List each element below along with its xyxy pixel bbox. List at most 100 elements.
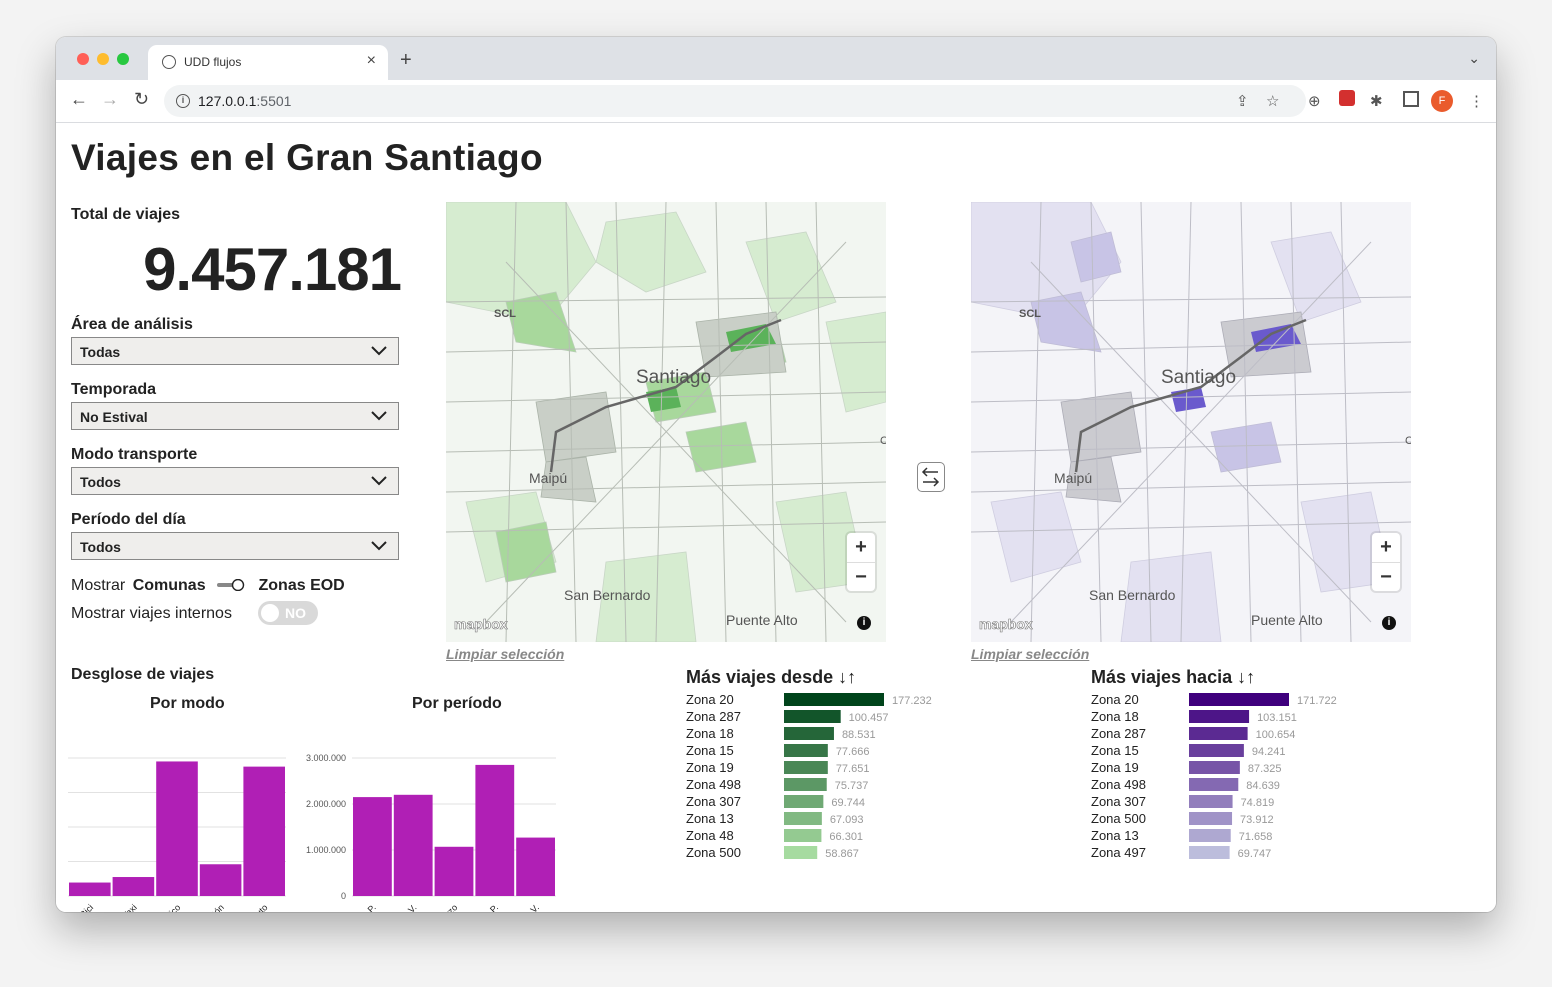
rank-value-label: 87.325 <box>1248 763 1282 775</box>
zoom-in-button[interactable]: + <box>1372 533 1400 563</box>
rank-bar <box>1189 744 1244 757</box>
rank-zone-label: Zona 13 <box>686 811 734 826</box>
rank-zone-label: Zona 307 <box>686 794 741 809</box>
bar <box>199 864 242 896</box>
minimize-window-button[interactable] <box>97 53 109 65</box>
mode-select[interactable]: Todos <box>71 467 399 495</box>
mapbox-logo[interactable]: mapbox <box>454 616 508 633</box>
map-label-maipu: Maipú <box>1054 470 1093 486</box>
destination-map-canvas[interactable] <box>971 202 1411 642</box>
browser-tab[interactable]: UDD flujos × <box>148 45 388 80</box>
rank-zone-label: Zona 498 <box>1091 777 1146 792</box>
internal-trips-switch[interactable]: NO <box>258 601 318 625</box>
by-period-chart: 0 1.000.000 2.000.000 3.000.000 Tarde P. Tard… <box>306 753 556 912</box>
rank-value-label: 58.867 <box>825 848 859 860</box>
rank-value-label: 66.301 <box>829 831 863 843</box>
rank-zone-label: Zona 287 <box>1091 726 1146 741</box>
origin-map[interactable]: SCL Santiago Maipú San Bernardo Puente A… <box>446 202 886 642</box>
rank-zone-label: Zona 307 <box>1091 794 1146 809</box>
bookmark-star-icon[interactable]: ☆ <box>1266 93 1280 110</box>
forward-arrow-icon[interactable]: → <box>101 89 119 109</box>
season-select[interactable]: No Estival <box>71 402 399 430</box>
show-zonas-label: Zonas EOD <box>258 577 345 594</box>
internal-trips-label: Mostrar viajes internos <box>71 605 232 622</box>
close-tab-icon[interactable]: × <box>366 52 376 69</box>
breakdown-title: Desglose de viajes <box>71 666 215 683</box>
site-info-icon[interactable]: i <box>176 94 190 108</box>
rank-value-label: 103.151 <box>1257 712 1297 724</box>
tab-search-chevron-icon[interactable]: ⌄ <box>1468 50 1480 66</box>
tab-strip: UDD flujos × + ⌄ <box>56 37 1496 80</box>
map-label-puente-alto: Puente Alto <box>726 612 798 628</box>
map-attribution-icon[interactable]: i <box>1382 616 1396 630</box>
rank-value-label: 77.666 <box>836 746 870 758</box>
y-tick-label: 2.000.000 <box>306 799 346 809</box>
chevron-down-icon <box>371 346 387 356</box>
bar <box>69 882 111 896</box>
bar <box>516 837 555 896</box>
maximize-window-button[interactable] <box>117 53 129 65</box>
chevron-down-icon <box>371 411 387 421</box>
red-extension-icon[interactable] <box>1339 90 1355 106</box>
rank-value-label: 177.232 <box>892 695 932 707</box>
rank-value-label: 73.912 <box>1240 814 1274 826</box>
x-tick-label: Mañana V. <box>504 902 541 912</box>
zoom-out-button[interactable]: − <box>855 566 867 588</box>
reload-icon[interactable]: ↻ <box>134 89 150 109</box>
rank-value-label: 94.241 <box>1252 746 1286 758</box>
rank-value-label: 69.747 <box>1238 848 1272 860</box>
origin-clear-selection-link[interactable]: Limpiar selección <box>446 646 565 662</box>
season-label: Temporada <box>71 381 157 398</box>
zoom-in-button[interactable]: + <box>847 533 875 563</box>
mode-label: Modo transporte <box>71 446 198 463</box>
y-tick-label: 3.000.000 <box>306 753 346 763</box>
side-panel-icon[interactable] <box>1403 91 1419 107</box>
destination-clear-selection-link[interactable]: Limpiar selección <box>971 646 1090 662</box>
rank-value-label: 77.651 <box>836 763 870 775</box>
rank-bar <box>1189 710 1250 723</box>
rank-zone-label: Zona 287 <box>686 709 741 724</box>
map-label-san-bernardo: San Bernardo <box>1089 587 1176 603</box>
internal-trips-value: NO <box>285 605 306 621</box>
rank-bar <box>784 812 822 825</box>
rank-bar <box>1189 812 1233 825</box>
map-attribution-icon[interactable]: i <box>857 616 871 630</box>
x-tick-label: Peatón <box>199 902 226 912</box>
comunas-zonas-switch[interactable] <box>217 579 247 591</box>
back-arrow-icon[interactable]: ← <box>70 89 88 109</box>
rank-value-label: 69.744 <box>831 797 865 809</box>
area-select[interactable]: Todas <box>71 337 399 365</box>
bar <box>156 761 198 896</box>
bar <box>475 764 515 896</box>
x-tick-label: Público <box>154 902 182 912</box>
x-tick-label: Tarde V. <box>388 902 418 912</box>
area-label: Área de análisis <box>71 316 193 333</box>
rank-zone-label: Zona 13 <box>1091 828 1139 843</box>
origin-map-canvas[interactable] <box>446 202 886 642</box>
address-bar[interactable]: i 127.0.0.1:5501 ⇪ ☆ <box>164 85 1306 117</box>
translate-extension-icon[interactable]: ⊕ <box>1308 93 1321 110</box>
chevron-down-icon <box>371 476 387 486</box>
period-select[interactable]: Todos <box>71 532 399 560</box>
mapbox-logo[interactable]: mapbox <box>979 616 1033 633</box>
destination-map[interactable]: SCL Santiago Maipú San Bernardo Puente A… <box>971 202 1411 642</box>
profile-avatar[interactable]: F <box>1431 90 1453 112</box>
rank-bar <box>1189 795 1233 808</box>
share-icon[interactable]: ⇪ <box>1236 93 1249 110</box>
swap-direction-button[interactable] <box>917 462 945 492</box>
puzzle-extensions-icon[interactable]: ✱ <box>1370 93 1383 110</box>
rank-bar <box>784 846 818 859</box>
close-window-button[interactable] <box>77 53 89 65</box>
browser-toolbar: ← → ↻ i 127.0.0.1:5501 ⇪ ☆ ⊕ ✱ F ⋮ <box>56 80 1496 123</box>
menu-kebab-icon[interactable]: ⋮ <box>1469 93 1484 110</box>
new-tab-icon[interactable]: + <box>400 49 412 71</box>
browser-window: UDD flujos × + ⌄ ← → ↻ i 127.0.0.1:5501 … <box>56 37 1496 912</box>
rank-bar <box>1189 829 1231 842</box>
zoom-out-button[interactable]: − <box>1380 566 1392 588</box>
top-origins-chart: Zona 20 177.232 Zona 287 100.457 Zona 18 88.5… <box>686 692 932 860</box>
y-tick-label: 0 <box>341 891 346 901</box>
rank-value-label: 74.819 <box>1241 797 1275 809</box>
rank-bar <box>1189 727 1248 740</box>
bar <box>353 797 392 896</box>
mode-select-value: Todos <box>80 474 121 490</box>
